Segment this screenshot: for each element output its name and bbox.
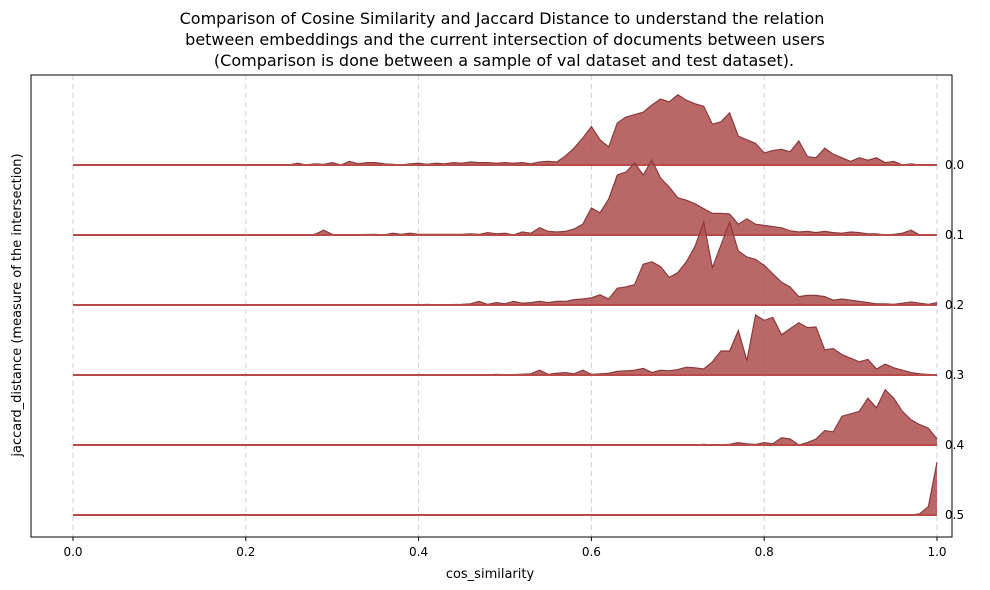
ridge-0.4 xyxy=(73,388,938,446)
plot-frame xyxy=(30,74,953,538)
ridge-0.3 xyxy=(73,314,938,376)
title-line-1: Comparison of Cosine Similarity and Jacc… xyxy=(180,9,825,28)
series-label: 0.3 xyxy=(945,368,964,382)
y-axis-label: jaccard_distance (measure of the interse… xyxy=(10,153,25,457)
ridge-0.0 xyxy=(73,94,937,166)
series-labels: 0.0 0.1 0.2 0.3 0.4 0.5 xyxy=(945,158,964,522)
x-tick-label: 0.2 xyxy=(236,545,255,559)
x-tick-label: 0.4 xyxy=(409,545,428,559)
series-label: 0.4 xyxy=(945,438,964,452)
title-line-2: between embeddings and the current inter… xyxy=(185,30,825,49)
series-label: 0.5 xyxy=(945,508,964,522)
ridge-outline xyxy=(73,158,937,236)
ridge-0.1 xyxy=(73,158,937,236)
x-axis: 0.0 0.2 0.4 0.6 0.8 1.0 xyxy=(63,537,947,559)
ridge-outline xyxy=(73,94,937,166)
series-label: 0.2 xyxy=(945,298,964,312)
x-tick-label: 0.0 xyxy=(63,545,82,559)
ridge-0.2 xyxy=(73,219,938,306)
ridge-area xyxy=(73,315,937,375)
x-axis-label: cos_similarity xyxy=(446,567,535,582)
ridge-outline xyxy=(73,314,938,376)
title-line-3: (Comparison is done between a sample of … xyxy=(214,51,794,70)
ridge-area xyxy=(73,160,937,235)
ridge-outline xyxy=(73,462,938,516)
ridge-series xyxy=(73,94,938,516)
x-tick-label: 0.6 xyxy=(582,545,601,559)
chart-title: Comparison of Cosine Similarity and Jacc… xyxy=(180,9,825,70)
ridge-area xyxy=(73,94,937,165)
ridge-0.5 xyxy=(73,462,938,516)
ridge-area xyxy=(73,222,937,305)
ridge-area xyxy=(73,462,937,515)
ridge-outline xyxy=(73,219,938,306)
series-label: 0.1 xyxy=(945,228,964,242)
ridge-outline xyxy=(73,388,938,446)
series-label: 0.0 xyxy=(945,158,964,172)
x-tick-label: 1.0 xyxy=(927,545,946,559)
x-tick-label: 0.8 xyxy=(755,545,774,559)
ridge-area xyxy=(73,389,937,445)
